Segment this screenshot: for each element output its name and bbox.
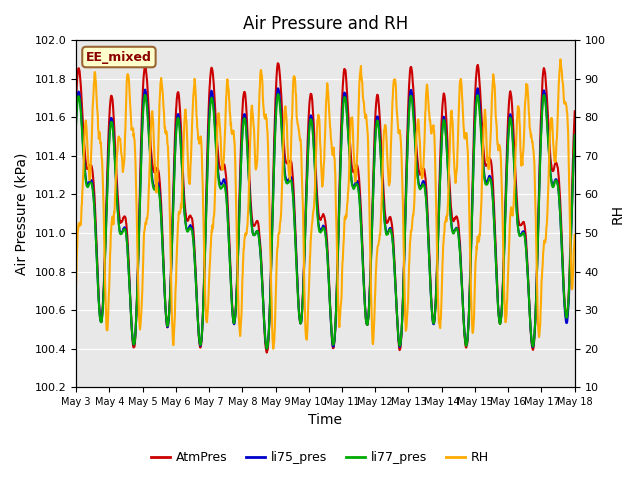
li77_pres [312,196,320,202]
li77_pres [444,152,451,158]
li77_pres [516,233,524,239]
AtmPres [312,180,320,185]
li75_pres [303,184,310,190]
AtmPres [571,108,579,114]
RH [269,346,277,352]
Title: Air Pressure and RH: Air Pressure and RH [243,15,408,33]
RH [150,144,158,149]
RH [303,337,310,343]
li75_pres [150,183,158,189]
X-axis label: Time: Time [308,413,342,427]
RH [312,151,320,156]
Y-axis label: Air Pressure (kPa): Air Pressure (kPa) [15,153,29,275]
AtmPres [72,98,80,104]
li77_pres [565,290,573,296]
RH [516,124,524,130]
li75_pres [443,144,451,149]
AtmPres [150,169,158,175]
li75_pres [263,346,271,352]
AtmPres [565,288,573,293]
li75_pres [72,119,80,124]
li75_pres [571,132,579,138]
li75_pres [565,295,573,301]
AtmPres [303,159,311,165]
li75_pres [516,232,524,238]
li77_pres [72,123,80,129]
li77_pres [150,187,158,192]
RH [557,57,564,62]
li77_pres [303,178,311,183]
Text: EE_mixed: EE_mixed [86,50,152,63]
Line: li77_pres: li77_pres [76,94,575,349]
Line: RH: RH [76,60,575,349]
li77_pres [571,132,579,138]
AtmPres [444,131,451,136]
Line: AtmPres: AtmPres [76,63,575,353]
li77_pres [263,346,271,352]
li75_pres [474,85,481,91]
RH [72,283,80,288]
RH [443,213,451,219]
Legend: AtmPres, li75_pres, li77_pres, RH: AtmPres, li75_pres, li77_pres, RH [146,446,494,469]
RH [571,232,579,238]
AtmPres [263,350,271,356]
AtmPres [274,60,282,66]
li77_pres [275,91,282,97]
li75_pres [312,187,320,192]
RH [565,167,573,172]
Y-axis label: RH: RH [611,204,625,224]
Line: li75_pres: li75_pres [76,88,575,349]
AtmPres [516,222,524,228]
